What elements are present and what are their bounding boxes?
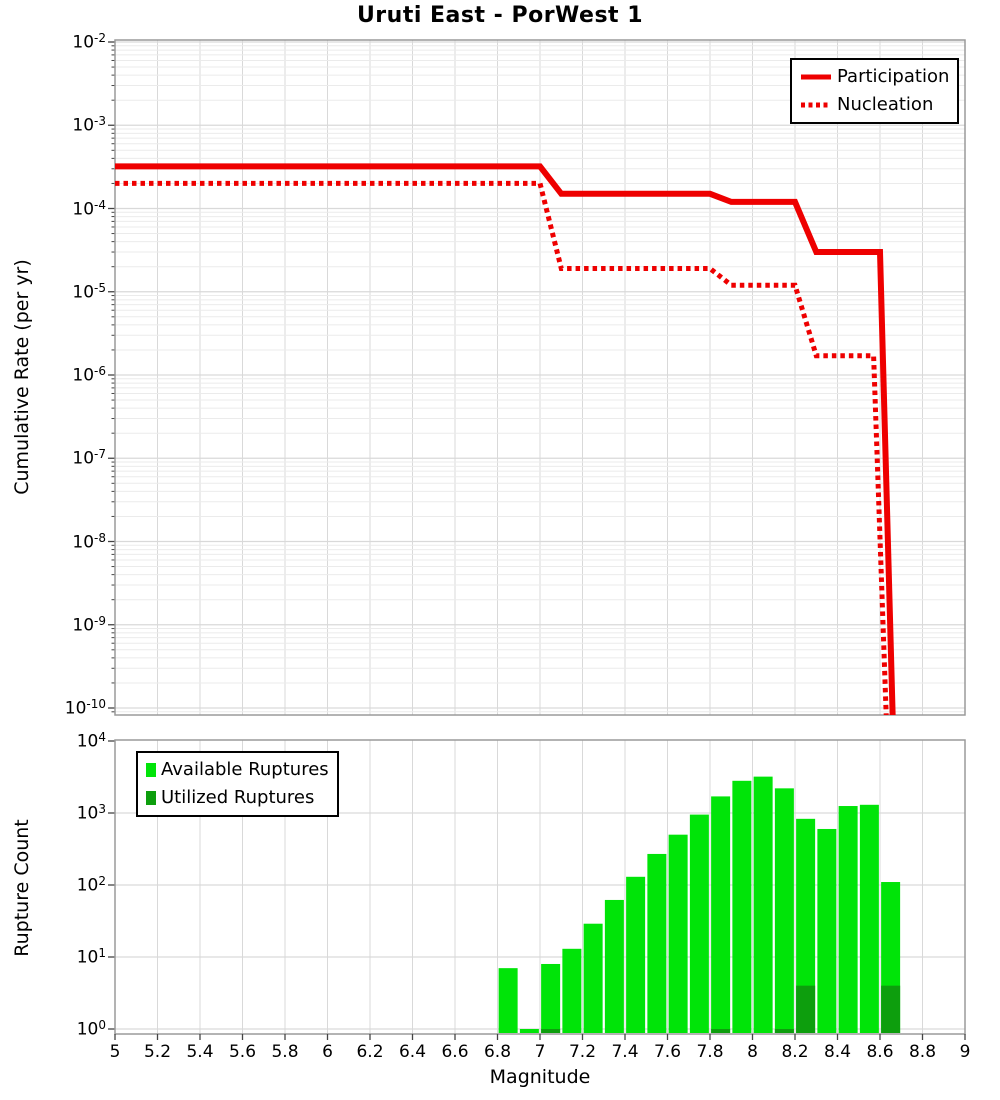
- y-tick-label: 104: [76, 730, 106, 752]
- x-tick-label: 5.4: [186, 1042, 214, 1062]
- legend-swatch-utilized-icon: [146, 791, 156, 806]
- x-tick-label: 7.8: [696, 1042, 724, 1062]
- legend-label-participation: Participation: [837, 66, 950, 87]
- y-tick-label: 101: [76, 946, 106, 968]
- x-axis-label-magnitude: Magnitude: [489, 1066, 591, 1088]
- rate-legend: Participation Nucleation: [790, 58, 960, 125]
- y-tick-label: 10-6: [72, 364, 106, 386]
- rupture-legend: Available Ruptures Utilized Ruptures: [136, 751, 339, 818]
- legend-line-solid-icon: [801, 74, 831, 80]
- x-tick-label: 5.2: [143, 1042, 172, 1062]
- legend-swatch-available-icon: [146, 763, 156, 778]
- legend-label-available: Available Ruptures: [161, 759, 329, 780]
- x-tick-label: 7.4: [611, 1042, 639, 1062]
- legend-item-nucleation: Nucleation: [800, 92, 949, 118]
- y-axis-label-rupture-count: Rupture Count: [11, 819, 33, 957]
- x-tick-label: 6.2: [356, 1042, 384, 1062]
- x-tick-label: 7: [534, 1042, 546, 1062]
- legend-item-participation: Participation: [800, 64, 949, 90]
- legend-item-available: Available Ruptures: [146, 757, 329, 783]
- x-tick-label: 8.6: [866, 1042, 894, 1062]
- y-tick-label: 10-7: [72, 447, 106, 469]
- x-tick-label: 7.2: [568, 1042, 597, 1062]
- y-tick-label: 103: [76, 802, 106, 824]
- x-tick-label: 5: [109, 1042, 121, 1062]
- x-tick-label: 6.4: [398, 1042, 427, 1062]
- legend-item-utilized: Utilized Ruptures: [146, 785, 329, 811]
- y-tick-label: 10-8: [72, 530, 106, 553]
- y-tick-label: 10-10: [64, 697, 106, 719]
- y-tick-label: 10-2: [72, 31, 106, 53]
- x-tick-label: 9: [959, 1042, 971, 1062]
- y-tick-label: 10-3: [72, 114, 106, 136]
- y-tick-label: 102: [76, 874, 106, 896]
- x-tick-label: 5.8: [271, 1042, 299, 1062]
- y-tick-label: 100: [76, 1018, 106, 1040]
- x-tick-label: 5.6: [228, 1042, 257, 1062]
- x-tick-label: 8.4: [823, 1042, 852, 1062]
- chart-title: Uruti East - PorWest 1: [356, 3, 644, 28]
- x-tick-label: 8: [747, 1042, 758, 1062]
- x-tick-label: 6.8: [483, 1042, 512, 1062]
- y-tick-label: 10-4: [72, 197, 106, 220]
- x-tick-label: 8.8: [908, 1042, 937, 1062]
- x-tick-label: 8.2: [781, 1042, 809, 1062]
- legend-line-dotted-icon: [801, 102, 831, 108]
- legend-label-utilized: Utilized Ruptures: [161, 787, 315, 809]
- x-tick-label: 7.6: [653, 1042, 682, 1062]
- y-axis-label-rate: Cumulative Rate (per yr): [11, 259, 33, 495]
- x-tick-label: 6.6: [441, 1042, 469, 1062]
- legend-label-nucleation: Nucleation: [837, 94, 934, 116]
- y-tick-label: 10-9: [72, 613, 106, 636]
- x-tick-label: 6: [322, 1042, 333, 1062]
- y-tick-label: 10-5: [72, 280, 106, 303]
